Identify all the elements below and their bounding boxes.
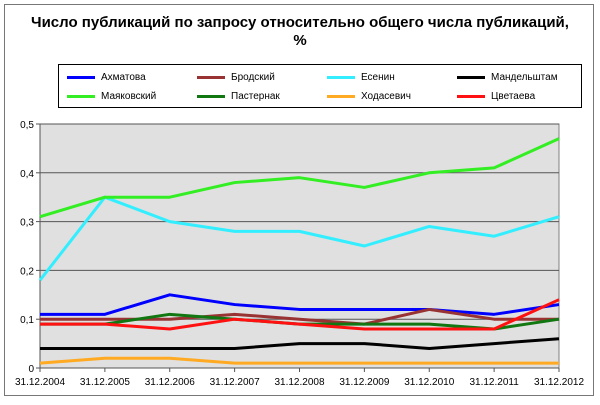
legend-item: Маяковский: [67, 89, 156, 103]
chart-title: Число публикаций по запросу относительно…: [10, 14, 590, 50]
series-line-2: [40, 307, 559, 326]
x-tick-label: 31.12.2012: [534, 377, 584, 388]
legend-swatch: [457, 94, 485, 98]
x-tick-label: 31.12.2005: [80, 377, 130, 388]
legend-label: Маяковский: [101, 90, 157, 102]
legend-item: Цветаева: [457, 89, 535, 103]
x-tick-label: 31.12.2006: [145, 377, 195, 388]
x-tick-label: 31.12.2010: [404, 377, 454, 388]
series-line-5: [39, 137, 560, 219]
legend-label: Цветаева: [491, 90, 536, 102]
y-tick-label: 0: [28, 364, 34, 375]
legend-swatch: [197, 75, 225, 79]
series-line-1: [40, 293, 560, 316]
x-tick-label: 31.12.2011: [469, 377, 519, 388]
legend-label: Мандельштам: [491, 71, 558, 83]
y-tick-label: 0,4: [20, 169, 34, 180]
legend-swatch: [67, 75, 95, 79]
series-line-7: [39, 356, 559, 365]
legend-item: Ходасевич: [327, 89, 411, 103]
chart-title-line-2: %: [293, 32, 307, 49]
legend-swatch: [327, 94, 355, 98]
legend-item: Есенин: [327, 70, 395, 84]
x-tick-label: 31.12.2007: [210, 377, 260, 388]
legend-swatch: [457, 75, 485, 79]
y-tick-label: 0,3: [20, 218, 34, 229]
y-tick-label: 0,1: [20, 315, 34, 326]
series-line-8: [40, 298, 560, 331]
legend-item: Пастернак: [197, 89, 280, 103]
series-line-3: [38, 195, 560, 282]
legend-label: Бродский: [231, 71, 275, 83]
legend-swatch: [67, 94, 95, 98]
legend-swatch: [327, 75, 355, 79]
y-tick-label: 0,5: [20, 120, 34, 131]
legend-label: Ходасевич: [361, 90, 411, 102]
x-tick-label: 31.12.2004: [15, 377, 65, 388]
series-line-4: [40, 337, 560, 350]
legend-swatch: [197, 94, 225, 98]
legend-item: Бродский: [197, 70, 275, 84]
legend-item: Ахматова: [67, 70, 146, 84]
legend-label: Есенин: [361, 71, 395, 83]
legend-item: Мандельштам: [457, 70, 558, 84]
legend-label: Пастернак: [231, 90, 280, 102]
y-tick-label: 0,2: [20, 266, 34, 277]
legend-label: Ахматова: [101, 71, 146, 83]
x-tick-label: 31.12.2009: [339, 377, 389, 388]
chart-title-line-1: Число публикаций по запросу относительно…: [31, 14, 569, 31]
plot-area: [39, 123, 560, 369]
x-tick-label: 31.12.2008: [274, 377, 324, 388]
chart-frame: [4, 4, 594, 396]
chart-legend: Ахматова Бродский Есенин Мандельштам Маяковс…: [58, 64, 582, 108]
